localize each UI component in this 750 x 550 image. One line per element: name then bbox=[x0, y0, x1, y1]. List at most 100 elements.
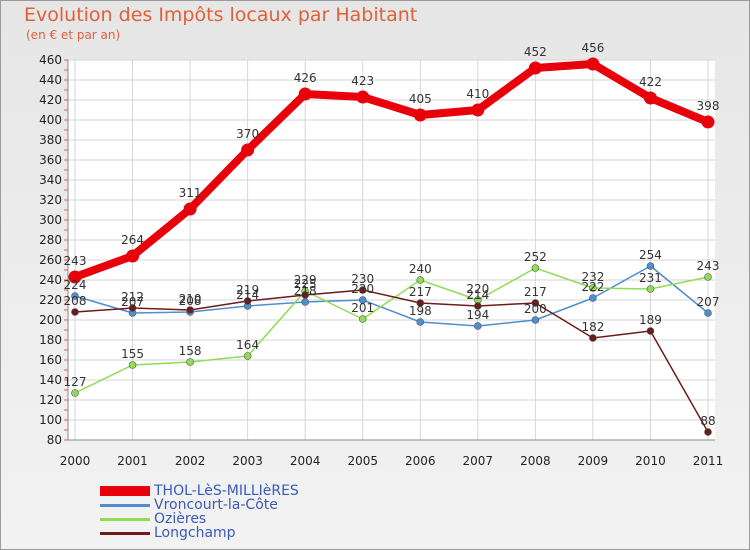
data-label: 217 bbox=[524, 285, 547, 299]
legend-label: Ozières bbox=[154, 511, 207, 527]
y-tick-label: 220 bbox=[39, 293, 62, 307]
x-tick-label: 2001 bbox=[117, 454, 148, 468]
data-point bbox=[298, 87, 312, 101]
y-tick-label: 100 bbox=[39, 413, 62, 427]
data-label: 426 bbox=[294, 71, 317, 85]
y-tick-label: 380 bbox=[39, 133, 62, 147]
data-point bbox=[186, 358, 194, 366]
data-label: 214 bbox=[236, 288, 259, 302]
data-point bbox=[586, 57, 600, 71]
legend-label: Longchamp bbox=[154, 525, 236, 541]
y-tick-label: 240 bbox=[39, 273, 62, 287]
legend-swatch bbox=[100, 503, 150, 507]
data-point bbox=[68, 270, 82, 284]
data-point bbox=[646, 285, 655, 293]
data-point bbox=[589, 334, 597, 342]
x-tick-label: 2000 bbox=[60, 454, 91, 468]
data-label: 220 bbox=[351, 282, 374, 296]
data-point bbox=[701, 115, 715, 129]
data-label: 264 bbox=[121, 233, 144, 247]
data-label: 311 bbox=[179, 186, 202, 200]
y-tick-label: 360 bbox=[39, 153, 62, 167]
data-point bbox=[589, 284, 597, 292]
data-label: 243 bbox=[697, 259, 720, 273]
data-point bbox=[416, 299, 425, 307]
data-label: 398 bbox=[697, 99, 720, 113]
x-tick-label: 2011 bbox=[693, 454, 724, 468]
data-point bbox=[646, 262, 655, 270]
data-label: 127 bbox=[64, 375, 87, 389]
data-label: 201 bbox=[351, 301, 374, 315]
chart-title: Evolution des Impôts locaux par Habitant bbox=[24, 4, 418, 26]
data-label: 200 bbox=[524, 302, 547, 316]
data-label: 158 bbox=[179, 344, 202, 358]
data-label: 230 bbox=[351, 272, 374, 286]
data-point bbox=[474, 302, 482, 310]
y-tick-label: 420 bbox=[39, 93, 62, 107]
y-tick-label: 300 bbox=[39, 213, 62, 227]
data-point bbox=[528, 61, 542, 75]
series-line-3 bbox=[74, 289, 709, 433]
data-point bbox=[186, 306, 194, 314]
chart-data-labels: 243 264 311 370 426 423 405 410 452 456 422 398 224 2… bbox=[64, 41, 720, 428]
data-label: 252 bbox=[524, 250, 547, 264]
legend-label: THOL-LèS-MILLIèRES bbox=[154, 483, 299, 499]
legend-swatch bbox=[100, 531, 150, 535]
data-point bbox=[71, 308, 79, 316]
data-point bbox=[531, 264, 540, 272]
data-point bbox=[471, 103, 485, 117]
data-label: 405 bbox=[409, 92, 432, 106]
data-point bbox=[704, 428, 712, 436]
data-label: 155 bbox=[121, 347, 144, 361]
y-tick-label: 120 bbox=[39, 393, 62, 407]
data-point bbox=[531, 316, 540, 324]
chart-series bbox=[68, 57, 715, 436]
data-point bbox=[416, 318, 425, 326]
data-point bbox=[531, 299, 540, 307]
data-point bbox=[128, 361, 137, 369]
x-tick-label: 2005 bbox=[347, 454, 378, 468]
data-point bbox=[704, 309, 712, 317]
chart-grid bbox=[68, 59, 715, 441]
data-point bbox=[301, 291, 309, 299]
data-label: 222 bbox=[581, 280, 604, 294]
data-label: 254 bbox=[639, 248, 662, 262]
data-point bbox=[71, 389, 79, 397]
data-point bbox=[358, 296, 367, 304]
x-tick-label: 2010 bbox=[635, 454, 666, 468]
chart-subtitle: (en € et par an) bbox=[26, 28, 121, 42]
data-point bbox=[301, 298, 309, 306]
data-label: 214 bbox=[466, 288, 489, 302]
data-point bbox=[643, 91, 657, 105]
data-label: 210 bbox=[179, 292, 202, 306]
data-point bbox=[243, 297, 252, 305]
data-label: 370 bbox=[236, 127, 259, 141]
y-tick-label: 440 bbox=[39, 73, 62, 87]
data-label: 232 bbox=[581, 270, 604, 284]
y-tick-label: 140 bbox=[39, 373, 62, 387]
x-tick-label: 2006 bbox=[405, 454, 436, 468]
y-tick-label: 160 bbox=[39, 353, 62, 367]
data-label: 410 bbox=[466, 87, 489, 101]
data-label: 212 bbox=[121, 290, 144, 304]
data-point bbox=[243, 352, 252, 360]
data-point bbox=[416, 276, 425, 284]
data-label: 456 bbox=[581, 41, 604, 55]
plot-area bbox=[68, 60, 715, 440]
x-tick-label: 2007 bbox=[463, 454, 494, 468]
data-label: 423 bbox=[351, 74, 374, 88]
data-point bbox=[126, 249, 140, 263]
data-label: 164 bbox=[236, 338, 259, 352]
legend-swatch bbox=[100, 517, 150, 521]
data-label: 225 bbox=[294, 277, 317, 291]
data-label: 207 bbox=[121, 295, 144, 309]
data-point bbox=[128, 304, 137, 312]
legend-item: Ozières bbox=[100, 512, 206, 526]
data-label: 219 bbox=[236, 283, 259, 297]
data-label: 194 bbox=[466, 308, 489, 322]
y-tick-label: 340 bbox=[39, 173, 62, 187]
y-tick-label: 200 bbox=[39, 313, 62, 327]
data-point bbox=[358, 315, 367, 323]
data-label: 231 bbox=[639, 271, 662, 285]
data-label: 220 bbox=[466, 282, 489, 296]
